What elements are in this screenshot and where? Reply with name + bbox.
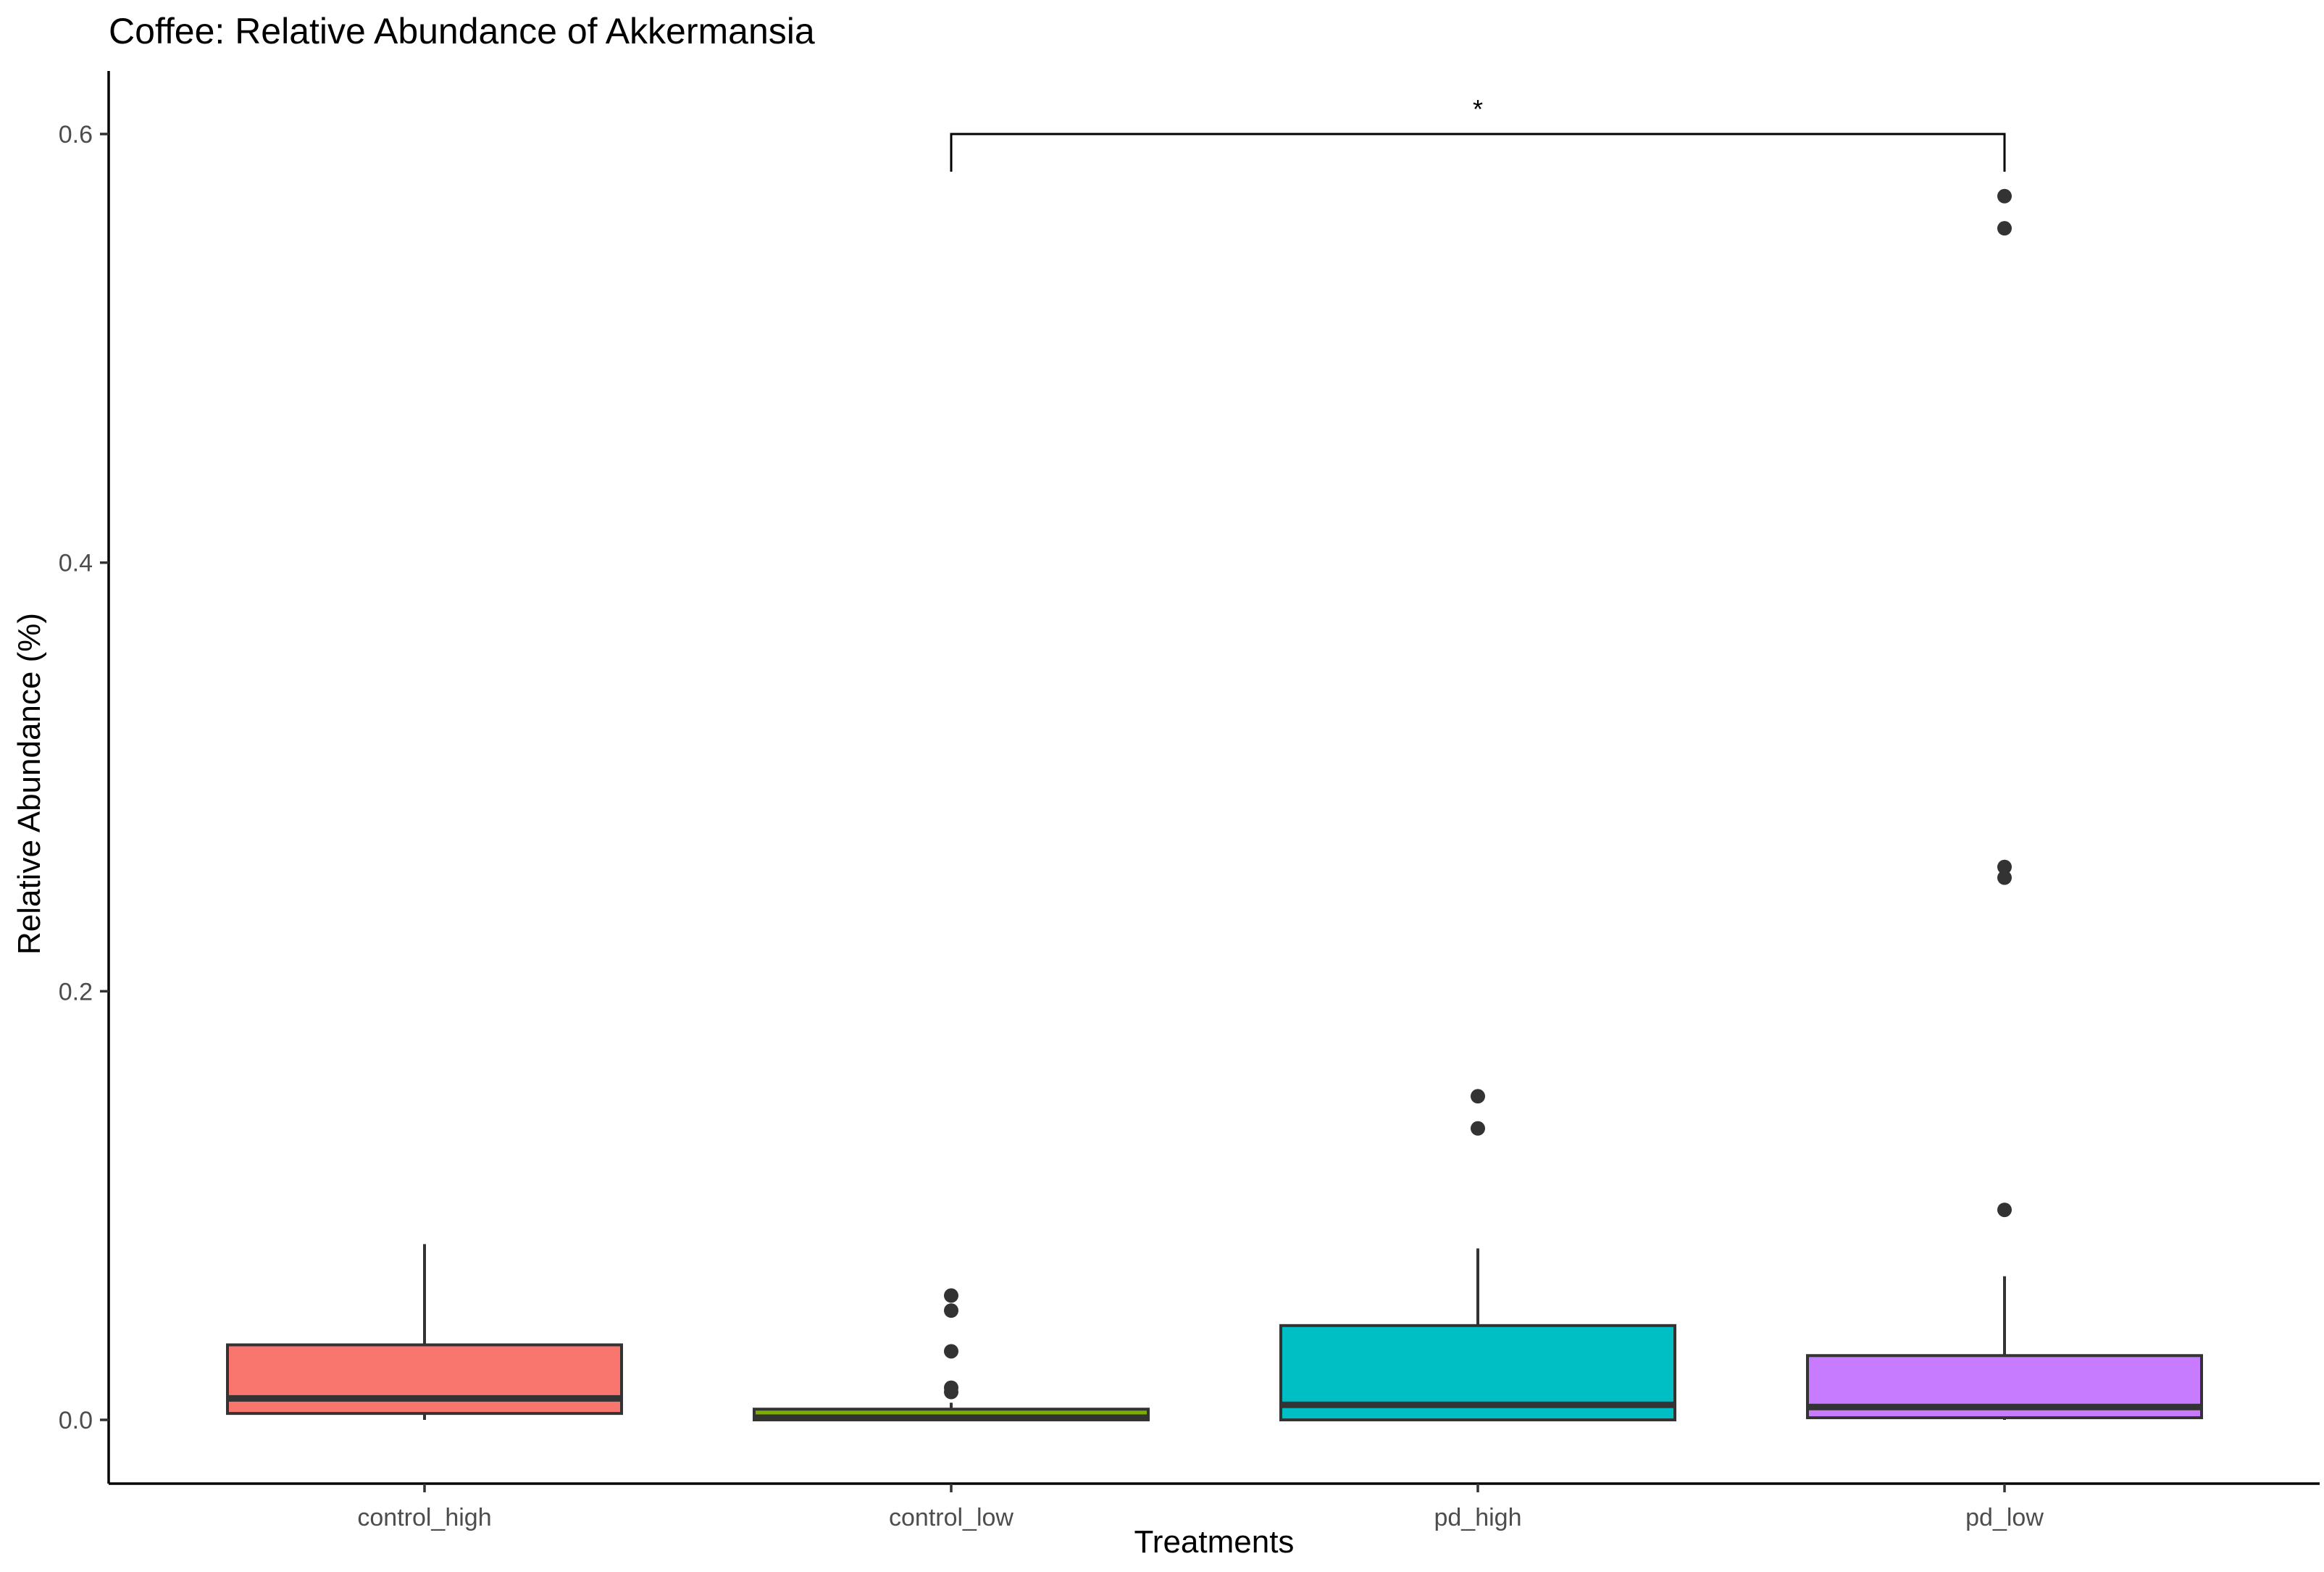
outlier-point xyxy=(1997,188,2012,204)
x-tick-label: control_low xyxy=(889,1504,1013,1531)
outlier-point xyxy=(944,1288,958,1303)
y-tick-label: 0.0 xyxy=(59,1407,93,1434)
outlier-point xyxy=(944,1303,958,1318)
outlier-point xyxy=(1997,859,2012,874)
box-control_high xyxy=(226,1343,623,1416)
outlier-point xyxy=(1997,870,2012,885)
outlier-point xyxy=(944,1344,958,1359)
outlier-point xyxy=(1997,1203,2012,1218)
x-tick-label: pd_low xyxy=(1965,1504,2044,1531)
y-tick-label: 0.2 xyxy=(59,978,93,1006)
plot-area: 0.0 0.2 0.4 0.6 control_high control_low pd_hi… xyxy=(59,71,2320,1531)
chart-title: Coffee: Relative Abundance of Akkermansi… xyxy=(109,11,815,51)
significance-bracket xyxy=(950,133,2006,172)
y-tick-label: 0.4 xyxy=(59,550,93,577)
y-axis-title: Relative Abundance (%) xyxy=(12,613,47,955)
significance-label: * xyxy=(1473,94,1483,124)
x-tick-label: control_high xyxy=(357,1504,491,1531)
outlier-point xyxy=(1997,221,2012,236)
x-axis-title: Treatments xyxy=(1134,1524,1295,1560)
y-tick-label: 0.6 xyxy=(59,121,93,149)
x-tick-label: pd_high xyxy=(1434,1504,1521,1531)
outlier-point xyxy=(1471,1121,1485,1136)
outlier-point xyxy=(944,1384,958,1400)
outlier-point xyxy=(1471,1089,1485,1104)
